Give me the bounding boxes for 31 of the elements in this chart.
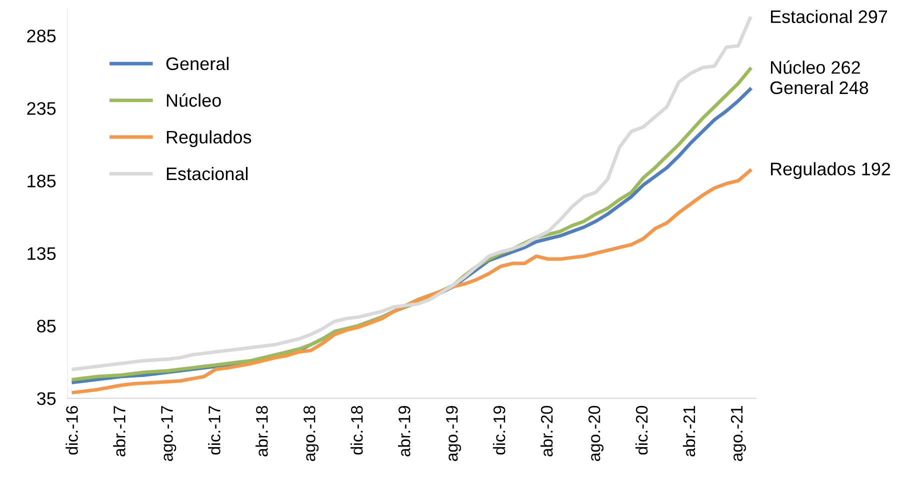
x-tick-label: ago.-21: [730, 406, 746, 462]
x-tick-label: abr.-20: [540, 406, 553, 456]
y-tick-label: 35: [36, 392, 56, 406]
legend-label: Estacional: [166, 166, 248, 180]
x-tick-label: ago.-19: [446, 406, 462, 462]
x-tick-label: dic.-20: [635, 406, 648, 455]
text: Estacional 297: [770, 10, 888, 24]
text: General 248: [770, 80, 868, 94]
y-tick-label: 85: [37, 320, 56, 332]
x-tick-label: abr.-21: [682, 406, 696, 456]
line-series: [72, 16, 752, 372]
legend-label: Regulados: [166, 130, 252, 148]
x-tick-label: dic.-17: [208, 406, 220, 455]
y-tick-label: 285: [27, 30, 56, 42]
x-tick-label: ago.-20: [588, 406, 604, 462]
x-tick-label: dic.-16: [66, 406, 78, 455]
x-tick-label: abr.-18: [256, 406, 268, 456]
y-tick-label: 135: [28, 247, 56, 260]
legend-label: Núcleo: [166, 93, 221, 107]
x-tick-label: dic.-18: [350, 406, 363, 455]
text: Núcleo 262: [770, 60, 860, 74]
x-tick-label: abr.-17: [113, 406, 126, 456]
line-series: [72, 168, 752, 394]
y-tick-label: 185: [28, 174, 56, 188]
text: Regulados 192: [770, 162, 890, 179]
x-tick-label: abr.-19: [398, 406, 410, 456]
x-tick-label: ago.-17: [161, 406, 176, 462]
x-tick-label: ago.-18: [304, 406, 319, 462]
x-tick-label: dic.-19: [493, 406, 506, 455]
y-tick-label: 235: [27, 102, 56, 115]
legend-label: General: [166, 56, 228, 70]
